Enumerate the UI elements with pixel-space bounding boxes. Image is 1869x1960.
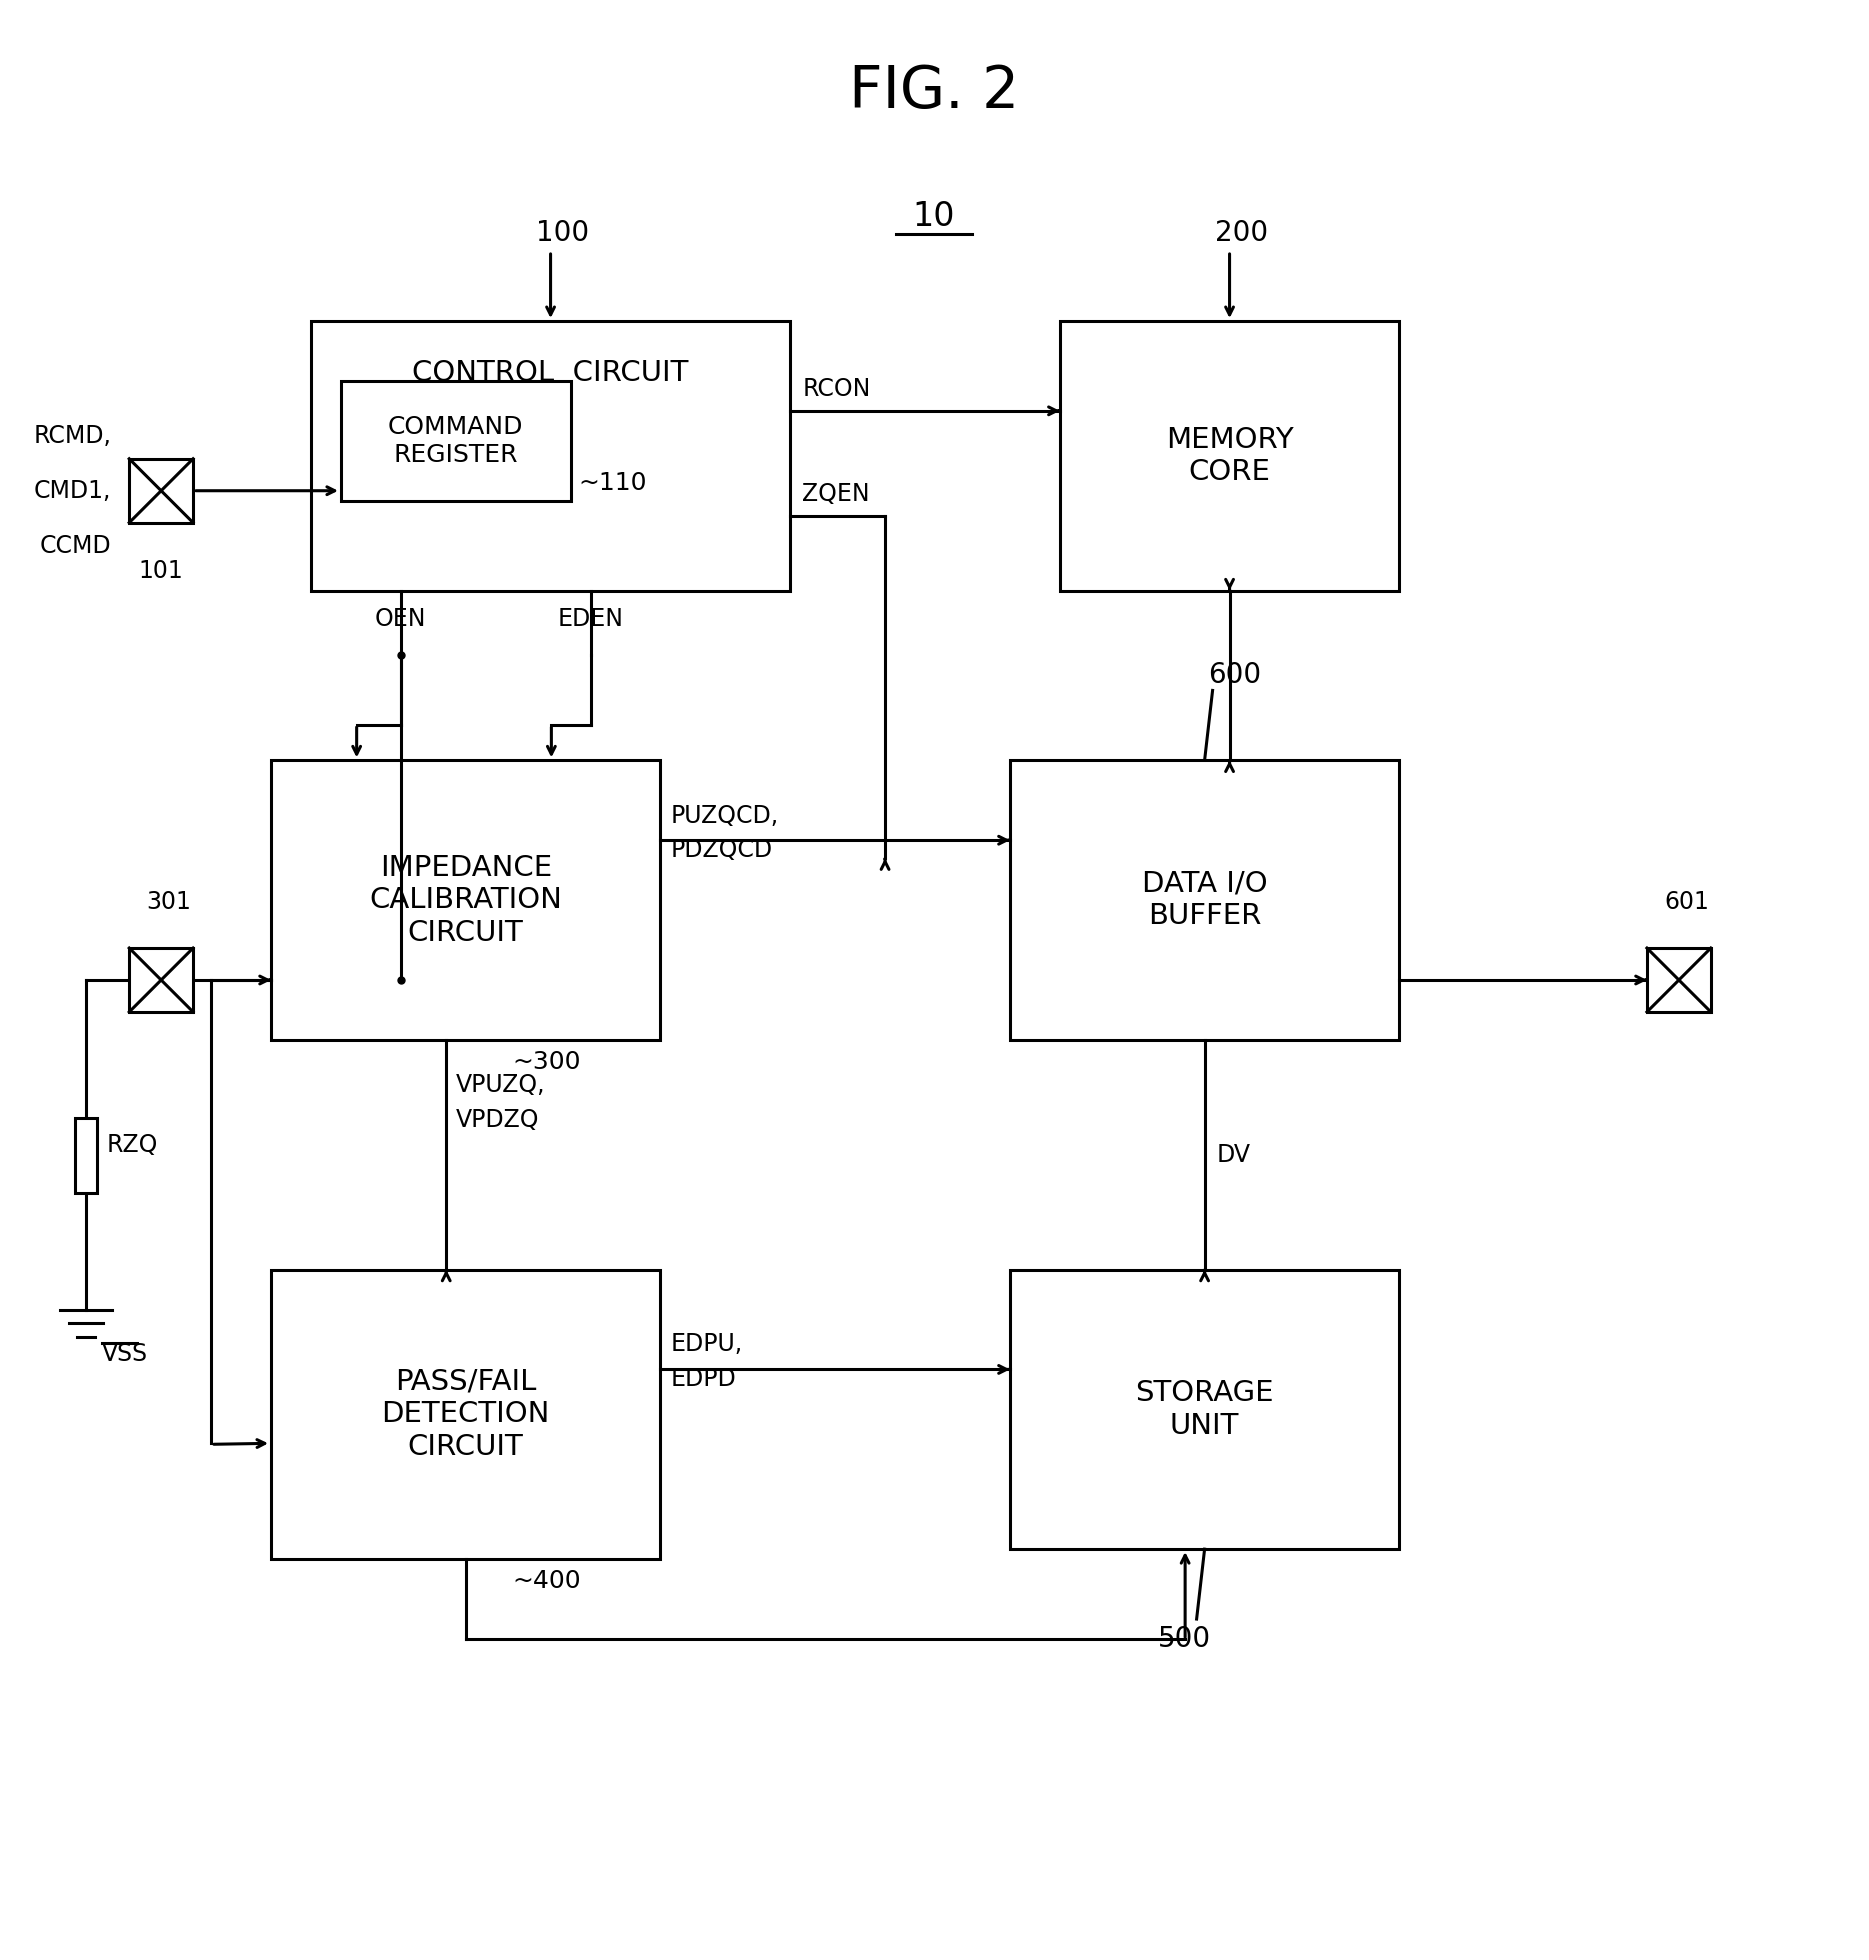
Text: DV: DV bbox=[1217, 1143, 1250, 1166]
Text: ~110: ~110 bbox=[579, 470, 647, 494]
Text: RCON: RCON bbox=[802, 376, 871, 402]
Bar bbox=[129, 949, 193, 1011]
Text: 200: 200 bbox=[1215, 220, 1267, 247]
Text: CCMD: CCMD bbox=[39, 533, 112, 559]
Bar bbox=[340, 380, 570, 500]
Text: VPDZQ: VPDZQ bbox=[456, 1107, 540, 1131]
Text: EDPU,: EDPU, bbox=[671, 1333, 742, 1356]
Text: RZQ: RZQ bbox=[107, 1133, 157, 1156]
Bar bbox=[1009, 760, 1400, 1041]
Text: OEN: OEN bbox=[376, 606, 426, 631]
Text: ZQEN: ZQEN bbox=[802, 482, 869, 506]
Text: 500: 500 bbox=[1159, 1625, 1211, 1652]
Text: PDZQCD: PDZQCD bbox=[671, 839, 772, 862]
Text: 601: 601 bbox=[1665, 890, 1710, 913]
Text: 100: 100 bbox=[536, 220, 589, 247]
Text: 600: 600 bbox=[1207, 661, 1262, 690]
Bar bbox=[310, 321, 791, 590]
Bar bbox=[271, 760, 660, 1041]
Bar bbox=[1009, 1270, 1400, 1548]
Text: STORAGE
UNIT: STORAGE UNIT bbox=[1134, 1380, 1275, 1439]
Text: ~400: ~400 bbox=[512, 1570, 581, 1593]
Text: ~300: ~300 bbox=[512, 1051, 581, 1074]
Text: DATA I/O
BUFFER: DATA I/O BUFFER bbox=[1142, 870, 1267, 931]
Text: EDPD: EDPD bbox=[671, 1368, 736, 1392]
Bar bbox=[75, 1117, 97, 1194]
Text: COMMAND
REGISTER: COMMAND REGISTER bbox=[389, 416, 523, 466]
Text: FIG. 2: FIG. 2 bbox=[849, 63, 1019, 120]
Text: CONTROL  CIRCUIT: CONTROL CIRCUIT bbox=[413, 359, 690, 386]
Text: PUZQCD,: PUZQCD, bbox=[671, 804, 779, 829]
Bar bbox=[129, 459, 193, 523]
Text: VPUZQ,: VPUZQ, bbox=[456, 1072, 546, 1098]
Bar bbox=[1060, 321, 1400, 590]
Text: MEMORY
CORE: MEMORY CORE bbox=[1166, 425, 1293, 486]
Text: 10: 10 bbox=[912, 200, 955, 233]
Text: CMD1,: CMD1, bbox=[34, 478, 112, 502]
Text: 101: 101 bbox=[138, 559, 183, 582]
Text: VSS: VSS bbox=[103, 1343, 148, 1366]
Bar bbox=[271, 1270, 660, 1558]
Text: PASS/FAIL
DETECTION
CIRCUIT: PASS/FAIL DETECTION CIRCUIT bbox=[381, 1368, 549, 1460]
Text: 301: 301 bbox=[146, 890, 193, 913]
Text: IMPEDANCE
CALIBRATION
CIRCUIT: IMPEDANCE CALIBRATION CIRCUIT bbox=[370, 855, 563, 947]
Text: RCMD,: RCMD, bbox=[34, 423, 112, 447]
Text: EDEN: EDEN bbox=[557, 606, 624, 631]
Bar bbox=[1647, 949, 1710, 1011]
